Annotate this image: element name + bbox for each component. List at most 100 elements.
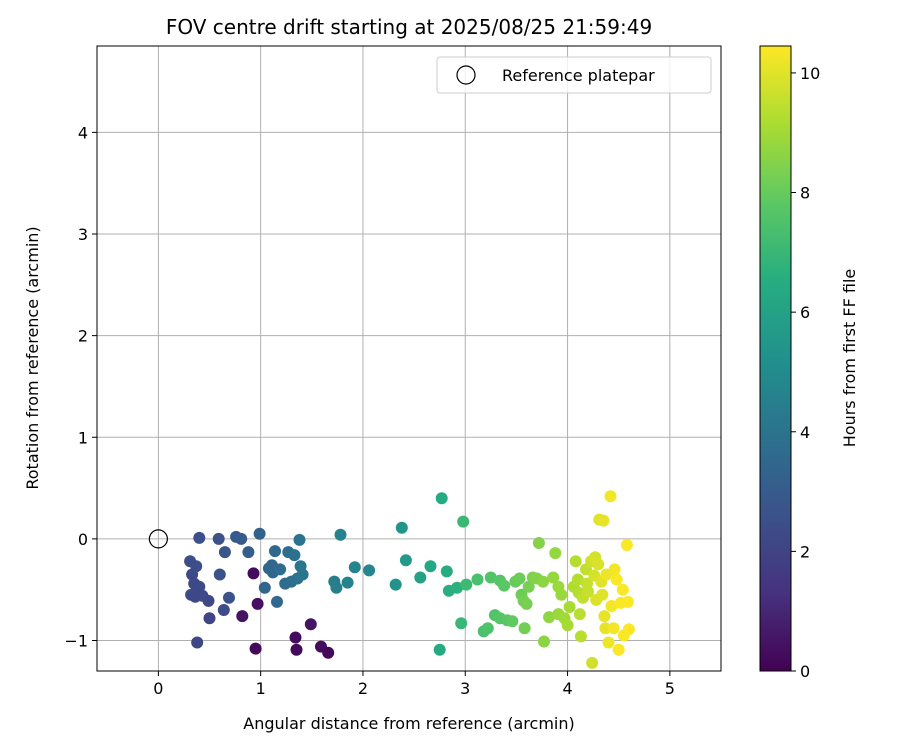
y-tick-label: −1 <box>64 632 88 651</box>
data-point <box>607 622 620 635</box>
data-point <box>433 643 446 656</box>
data-point <box>258 581 271 594</box>
data-point <box>573 608 586 621</box>
x-tick-label: 5 <box>665 679 675 698</box>
colorbar <box>759 45 792 672</box>
data-point <box>235 532 248 545</box>
data-point <box>274 563 287 576</box>
x-tick-label: 3 <box>460 679 470 698</box>
data-point <box>348 561 361 574</box>
data-point <box>249 642 262 655</box>
data-point <box>189 590 202 603</box>
data-point <box>599 622 612 635</box>
x-axis-ticks: 0 1 2 3 4 5 <box>153 671 675 698</box>
data-point <box>424 560 437 573</box>
colorbar-tick-label: 6 <box>800 303 810 322</box>
y-axis-ticks: −1 0 1 2 3 4 <box>64 123 97 651</box>
data-point <box>621 595 634 608</box>
data-point <box>223 591 235 604</box>
legend-marker <box>456 65 476 85</box>
data-point <box>191 636 204 649</box>
y-axis-title: Rotation from reference (arcmin) <box>23 226 42 489</box>
data-point <box>435 492 448 505</box>
data-point <box>304 618 317 631</box>
data-point <box>203 612 216 625</box>
colorbar-tick-label: 2 <box>800 542 810 561</box>
data-point <box>202 594 215 607</box>
colorbar-tick-label: 0 <box>800 662 810 681</box>
data-point <box>455 617 468 630</box>
data-point <box>506 615 519 628</box>
y-tick-label: 1 <box>78 428 88 447</box>
colorbar-tick-label: 8 <box>800 184 810 203</box>
data-point <box>289 631 302 644</box>
legend-box <box>436 56 712 94</box>
y-tick-label: 3 <box>78 225 88 244</box>
data-point <box>389 578 402 591</box>
chart-title: FOV centre drift starting at 2025/08/25 … <box>166 15 652 39</box>
data-point <box>193 580 206 593</box>
data-point <box>522 580 535 593</box>
data-point <box>330 581 343 594</box>
data-point <box>251 597 264 610</box>
y-tick-label: 0 <box>78 530 88 549</box>
data-point <box>451 581 464 594</box>
data-point <box>481 622 494 635</box>
data-point <box>513 572 526 585</box>
data-point <box>604 490 617 503</box>
legend: Reference platepar <box>436 56 712 94</box>
data-point <box>520 597 533 610</box>
colorbar-tick-label: 4 <box>800 423 810 442</box>
data-point <box>598 610 611 623</box>
data-point <box>547 571 560 584</box>
data-point <box>563 601 576 613</box>
colorbar-ticks: 0 2 4 6 8 10 <box>791 64 820 681</box>
plot-frame <box>96 45 722 672</box>
data-point <box>610 573 623 586</box>
data-point <box>596 588 609 601</box>
data-point <box>582 585 594 598</box>
data-point <box>538 635 550 648</box>
colorbar-label: Hours from first FF file <box>840 269 859 448</box>
data-point <box>217 604 230 616</box>
data-point <box>293 533 306 546</box>
data-point <box>247 567 260 580</box>
data-point <box>612 643 625 656</box>
data-point <box>532 537 545 549</box>
data-point <box>253 527 266 540</box>
y-tick-label: 4 <box>78 123 88 142</box>
data-point <box>290 643 303 656</box>
data-point <box>271 595 283 608</box>
data-point <box>395 521 408 534</box>
data-point <box>620 539 633 551</box>
data-point <box>498 579 511 592</box>
data-point <box>334 528 347 541</box>
x-axis-title: Angular distance from reference (arcmin) <box>243 714 574 733</box>
data-point <box>399 554 412 567</box>
data-point <box>537 575 549 588</box>
data-point <box>561 619 574 632</box>
data-point <box>605 600 618 612</box>
colorbar-tick-label: 10 <box>800 64 820 83</box>
data-point <box>586 656 599 669</box>
data-point <box>414 571 427 584</box>
data-point <box>616 583 629 596</box>
data-point <box>212 532 225 545</box>
data-points <box>148 490 635 669</box>
x-tick-label: 2 <box>358 679 368 698</box>
data-point <box>571 573 584 586</box>
data-point <box>622 623 635 636</box>
data-point <box>457 515 470 528</box>
data-point <box>322 646 335 659</box>
x-tick-label: 0 <box>153 679 163 698</box>
data-point <box>602 636 615 649</box>
x-tick-label: 4 <box>562 679 572 698</box>
data-point <box>341 576 354 589</box>
data-point <box>218 546 231 559</box>
data-point <box>574 630 587 643</box>
data-point <box>569 555 582 568</box>
data-point <box>242 546 255 559</box>
data-point <box>363 564 376 577</box>
data-point <box>518 622 531 635</box>
